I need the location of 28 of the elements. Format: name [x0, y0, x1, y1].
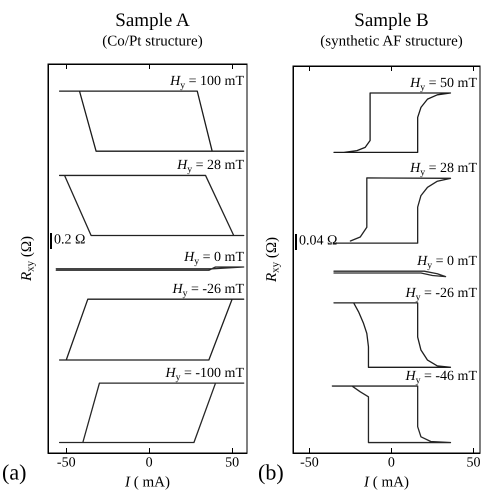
series-label: H$_{y}$ = -46 mT: [405, 369, 477, 386]
y-axis-title: Rxy (Ω): [264, 236, 282, 284]
series-label: H$_{y}$ = 28 mT: [410, 160, 477, 178]
series-label: H$_{y}$ = -26 mT: [405, 286, 477, 303]
annotation: 0.2 Ω: [54, 232, 86, 248]
x-tick-label: 50: [466, 456, 480, 470]
series-label: H$_{y}$ = -100 mT: [165, 366, 244, 384]
x-tick-label: 50: [225, 456, 240, 470]
series-label: H$_{y}$ = 0 mT: [184, 250, 244, 267]
x-tick-label: -50: [56, 456, 76, 470]
chart-title: Sample A: [115, 10, 190, 31]
chart-subtitle: (synthetic AF structure): [320, 34, 463, 50]
text: (a): [2, 460, 26, 484]
text: (b): [258, 460, 284, 484]
x-axis-title: I ( mA): [124, 474, 170, 490]
x-tick-label: 0: [388, 456, 395, 470]
y-axis-title: Rxy (Ω): [19, 236, 36, 282]
series-label: H$_{y}$ = -26 mT: [172, 282, 244, 300]
chart-subtitle: (Co/Pt structure): [102, 34, 203, 50]
x-tick-label: -50: [300, 456, 319, 470]
annotation: 0.04 Ω: [299, 234, 338, 249]
x-tick-label: 0: [146, 456, 153, 470]
x-axis-title: I ( mA): [363, 474, 409, 490]
chart-title: Sample B: [354, 10, 429, 31]
series-label: H$_{y}$ = 28 mT: [177, 158, 244, 176]
series-label: H$_{y}$ = 0 mT: [417, 254, 477, 272]
series-label: H$_{y}$ = 50 mT: [410, 76, 477, 93]
series-label: H$_{y}$ = 100 mT: [170, 74, 244, 92]
